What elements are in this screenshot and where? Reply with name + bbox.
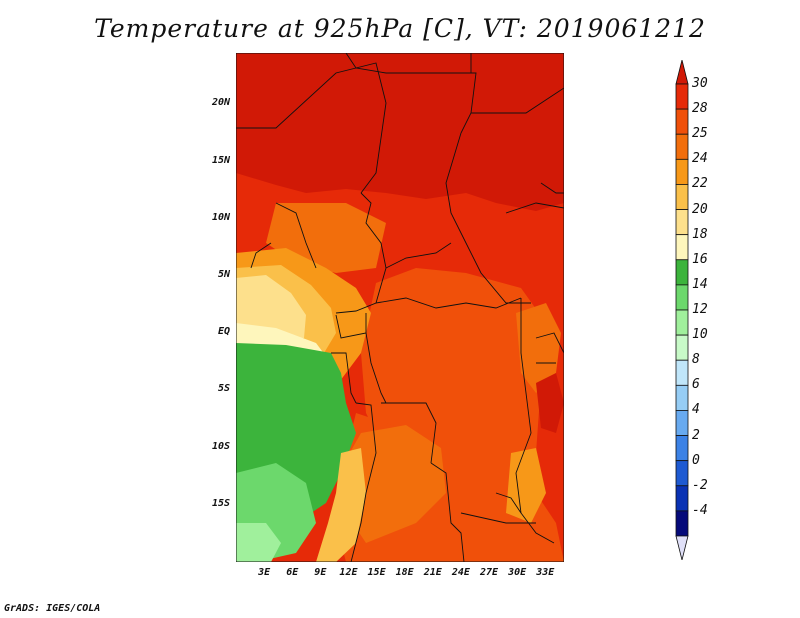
colorbar-swatch bbox=[675, 209, 689, 236]
colorbar bbox=[675, 60, 689, 560]
colorbar-swatch bbox=[675, 184, 689, 210]
colorbar-label: 0 bbox=[692, 452, 700, 468]
colorbar-label: 25 bbox=[692, 126, 708, 142]
lat-tick-label: 20N bbox=[211, 97, 230, 109]
lon-tick-label: 15E bbox=[367, 567, 386, 578]
temp-region-30 bbox=[236, 53, 564, 211]
colorbar-swatch bbox=[675, 485, 689, 512]
colorbar-label: 12 bbox=[692, 302, 708, 317]
lon-tick-label: 27E bbox=[479, 567, 499, 578]
lat-tick-label: 15S bbox=[211, 497, 230, 509]
colorbar-label: 20 bbox=[692, 201, 708, 217]
colorbar-label: 16 bbox=[692, 251, 708, 267]
colorbar-swatch bbox=[675, 108, 689, 135]
colorbar-swatch bbox=[675, 460, 689, 487]
temp-region-24 bbox=[344, 425, 446, 543]
colorbar-top-arrow bbox=[675, 60, 689, 85]
temp-region-rift bbox=[506, 448, 546, 523]
lon-tick-label: 18E bbox=[395, 567, 414, 578]
colorbar-label: 14 bbox=[692, 276, 708, 292]
lon-tick-label: 9E bbox=[314, 567, 327, 578]
colorbar-swatch bbox=[675, 359, 689, 386]
temp-region-coast-warm bbox=[316, 448, 366, 562]
lat-tick-label: EQ bbox=[217, 326, 230, 338]
colorbar-swatch bbox=[675, 384, 689, 411]
temp-region-east-highland bbox=[516, 303, 561, 393]
colorbar-label: 30 bbox=[692, 76, 708, 91]
colorbar-swatch bbox=[675, 158, 689, 185]
lon-tick-label: 21E bbox=[423, 567, 442, 578]
colorbar-label: 4 bbox=[692, 402, 700, 418]
colorbar-label: 6 bbox=[692, 377, 700, 393]
colorbar-label: 10 bbox=[692, 327, 708, 343]
lat-tick-label: 10N bbox=[211, 211, 230, 223]
colorbar-swatch bbox=[675, 435, 689, 462]
credit-text: GrADS: IGES/COLA bbox=[4, 603, 101, 614]
temp-region-east-hot bbox=[536, 373, 564, 433]
colorbar-label: 28 bbox=[692, 101, 708, 117]
lat-tick-label: 5S bbox=[217, 383, 230, 395]
lon-tick-label: 6E bbox=[286, 567, 299, 578]
colorbar-swatch bbox=[675, 510, 689, 537]
colorbar-label: -2 bbox=[692, 477, 708, 493]
lat-tick-label: 5N bbox=[217, 269, 230, 281]
lon-tick-label: 30E bbox=[508, 567, 527, 578]
country-borders bbox=[236, 53, 564, 562]
lat-tick-label: 15N bbox=[211, 154, 230, 166]
lat-tick-label: 10S bbox=[211, 440, 230, 452]
lon-tick-label: 24E bbox=[451, 567, 470, 578]
colorbar-label: 18 bbox=[692, 226, 708, 242]
colorbar-label: 22 bbox=[692, 176, 708, 192]
colorbar-swatch bbox=[675, 234, 689, 261]
map-title: Temperature at 925hPa [C], VT: 201906121… bbox=[94, 14, 706, 43]
colorbar-label: -4 bbox=[692, 502, 708, 518]
colorbar-swatch bbox=[675, 133, 689, 160]
lon-tick-label: 33E bbox=[536, 567, 555, 578]
colorbar-label: 2 bbox=[692, 427, 700, 443]
temperature-map bbox=[236, 53, 564, 562]
temp-region-10 bbox=[236, 523, 281, 562]
colorbar-swatch bbox=[675, 259, 689, 286]
colorbar-swatch bbox=[675, 334, 689, 361]
colorbar-swatch bbox=[675, 410, 689, 436]
colorbar-swatch bbox=[675, 284, 689, 311]
lon-tick-label: 12E bbox=[339, 567, 358, 578]
colorbar-swatch bbox=[675, 309, 689, 336]
colorbar-label: 24 bbox=[692, 151, 708, 167]
colorbar-swatch bbox=[675, 83, 689, 110]
colorbar-bottom-arrow bbox=[675, 535, 689, 560]
colorbar-label: 8 bbox=[692, 352, 700, 368]
lon-tick-label: 3E bbox=[258, 567, 271, 578]
